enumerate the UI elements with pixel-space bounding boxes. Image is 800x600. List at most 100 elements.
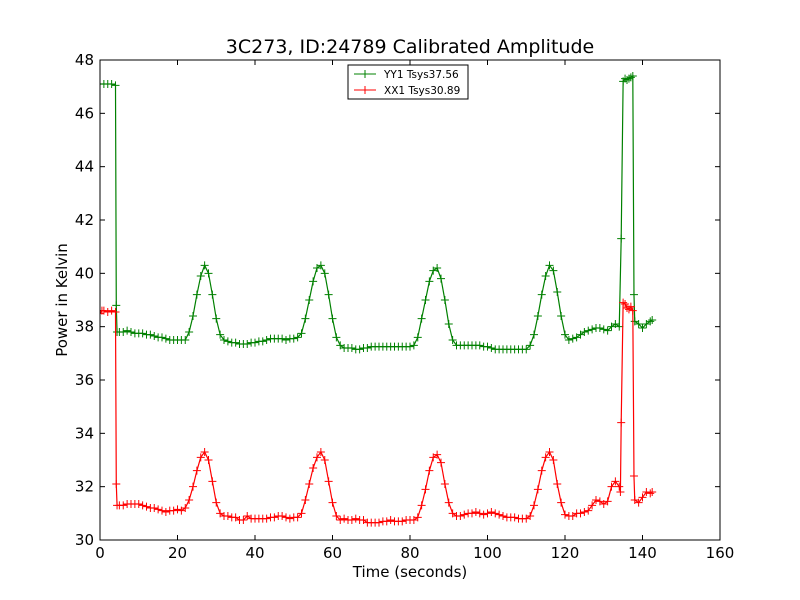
data-point-marker (127, 328, 135, 336)
data-point-marker (437, 458, 445, 467)
data-point-marker (154, 505, 163, 514)
data-point-marker (592, 496, 600, 504)
data-point-marker (328, 498, 337, 507)
data-point-marker (293, 333, 302, 342)
data-point-marker (320, 269, 329, 278)
data-point-marker (616, 488, 625, 496)
data-point-marker (316, 261, 325, 270)
data-point-marker (417, 501, 426, 510)
data-point-marker (557, 498, 566, 507)
data-point-marker (100, 306, 108, 315)
y-axis-ticks: 30 32 34 36 38 40 42 44 46 48 (75, 51, 720, 549)
data-point-marker (398, 517, 407, 526)
data-point-marker (103, 308, 112, 316)
data-point-marker (320, 456, 329, 464)
plot-frame (99, 59, 721, 541)
data-point-marker (541, 272, 550, 280)
plot-area (100, 72, 657, 527)
chart-title: 3C273, ID:24789 Calibrated Amplitude (226, 36, 594, 58)
data-point-marker (491, 509, 500, 518)
legend-label-yy1: YY1 Tsys37.56 (383, 69, 459, 81)
y-tick-label: 44 (75, 158, 94, 176)
legend-box (347, 64, 469, 100)
data-point-marker (638, 324, 647, 332)
data-point-marker (278, 512, 287, 520)
data-point-marker (138, 329, 147, 338)
data-point-marker (262, 336, 271, 344)
data-point-marker (413, 333, 422, 342)
data-point-marker (545, 261, 554, 270)
x-axis-label: Time (seconds) (352, 563, 468, 581)
data-point-marker (204, 269, 213, 278)
data-point-marker (100, 309, 104, 318)
x-tick-label: 160 (706, 544, 735, 562)
data-point-marker (483, 509, 492, 518)
data-point-marker (328, 314, 337, 323)
x-tick-label: 100 (473, 544, 502, 562)
data-point-marker (530, 501, 538, 510)
data-point-marker (243, 340, 252, 348)
data-point-marker (526, 512, 535, 520)
data-point-marker (444, 320, 453, 328)
data-point-marker (533, 312, 542, 320)
data-point-marker (185, 496, 194, 504)
x-tick-label: 40 (245, 544, 264, 562)
data-point-marker (212, 498, 221, 507)
data-point-marker (119, 328, 128, 336)
data-point-marker (208, 477, 217, 486)
data-point-marker (285, 514, 294, 523)
y-tick-label: 36 (75, 371, 94, 389)
legend-entry-xx1: XX1 Tsys30.89 (354, 85, 460, 97)
data-point-marker (347, 516, 356, 524)
data-point-marker (192, 466, 201, 475)
data-point-marker (628, 306, 637, 315)
data-point-marker (112, 480, 121, 488)
data-point-marker (413, 513, 422, 522)
data-point-marker (301, 496, 310, 504)
data-point-marker (111, 81, 120, 90)
data-point-marker (456, 512, 465, 520)
data-point-marker (200, 448, 209, 456)
x-tick-label: 80 (400, 544, 419, 562)
data-point-marker (200, 261, 209, 270)
data-point-marker (301, 314, 310, 323)
data-point-marker (382, 517, 391, 526)
x-tick-label: 120 (551, 544, 580, 562)
data-point-marker (479, 510, 488, 519)
data-point-marker (629, 290, 638, 299)
data-point-marker (626, 302, 635, 311)
data-point-marker (468, 509, 476, 518)
data-point-marker (433, 450, 442, 459)
data-point-marker (289, 334, 298, 343)
data-point-marker (173, 505, 182, 514)
data-point-marker (487, 508, 496, 516)
legend-marker-xx1 (361, 86, 369, 94)
legend-marker-yy1 (361, 70, 369, 78)
data-point-marker (297, 509, 306, 518)
data-point-marker (537, 466, 546, 475)
data-point-marker (584, 326, 593, 335)
y-tick-label: 40 (75, 264, 94, 282)
y-tick-label: 46 (75, 104, 94, 122)
y-tick-label: 34 (75, 424, 94, 442)
data-point-marker (112, 301, 121, 310)
data-point-marker (185, 328, 194, 336)
data-point-marker (499, 512, 507, 520)
data-point-marker (223, 337, 232, 346)
data-point-marker (553, 288, 562, 296)
data-point-marker (553, 480, 562, 488)
data-point-marker (336, 516, 345, 524)
data-point-marker (158, 506, 166, 515)
series-yy1 (100, 72, 657, 354)
data-point-marker (204, 456, 213, 464)
data-point-marker (638, 493, 647, 502)
data-point-marker (111, 308, 120, 316)
y-tick-label: 42 (75, 211, 94, 229)
data-point-marker (568, 334, 577, 343)
data-point-marker (220, 336, 228, 344)
data-point-marker (181, 504, 190, 512)
data-point-marker (161, 334, 170, 343)
x-tick-label: 60 (323, 544, 342, 562)
data-point-marker (425, 466, 434, 475)
data-point-marker (251, 338, 259, 347)
